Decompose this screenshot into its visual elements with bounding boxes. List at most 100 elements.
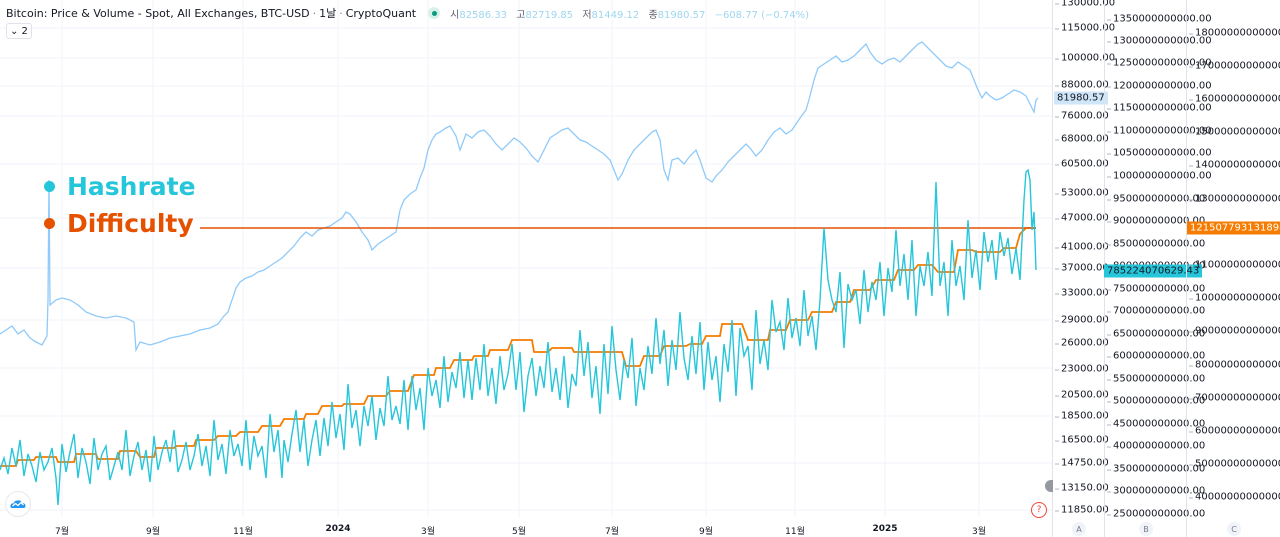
change-value: −608.77 (−0.74%) — [714, 9, 810, 21]
axis-tick: 41000.00 — [1055, 241, 1109, 253]
x-tick: 11월 — [233, 527, 253, 537]
axis-tick: 700000000000.00 — [1106, 305, 1206, 317]
axis-c-button[interactable]: C — [1227, 522, 1241, 536]
axis-tick: 130000000000000.00 — [1188, 194, 1280, 205]
price-last-value-badge: 81980.57 — [1054, 91, 1108, 105]
chart-source: CryptoQuant — [345, 6, 417, 20]
axis-tick: 40000000000000.00 — [1189, 492, 1280, 503]
axis-tick: 110000000000000.00 — [1188, 260, 1280, 271]
hashrate-dot-icon — [44, 181, 55, 192]
axis-tick: 170000000000000.00 — [1188, 61, 1280, 72]
high-value: 82719.85 — [525, 9, 574, 21]
axis-tick: 150000000000000.00 — [1188, 127, 1280, 138]
axis-tick: 60000000000000.00 — [1189, 426, 1280, 437]
low-label: 저 — [582, 9, 592, 21]
axis-tick: 450000000000.00 — [1106, 418, 1206, 430]
axis-tick: 600000000000.00 — [1106, 350, 1206, 362]
axis-tick: 350000000000.00 — [1106, 463, 1206, 475]
price-series — [0, 41, 1039, 353]
close-label: 종 — [648, 9, 658, 21]
legend-hashrate-label: Hashrate — [67, 172, 196, 201]
axis-tick: 29000.00 — [1055, 314, 1109, 326]
axis-tick: 850000000000.00 — [1106, 238, 1206, 250]
axis-tick: 20500.00 — [1055, 389, 1109, 401]
axis-tick: 950000000000.00 — [1106, 193, 1206, 205]
x-tick: 9월 — [145, 527, 161, 537]
x-tick: 7월 — [604, 527, 620, 537]
axis-tick: 13150.00 — [1055, 482, 1109, 494]
axis-tick: 900000000000.00 — [1106, 215, 1206, 227]
axis-tick: 115000.00 — [1054, 22, 1116, 34]
axis-tick: 16500.00 — [1055, 434, 1109, 446]
hashrate-series — [0, 168, 1037, 506]
chart-interval[interactable]: 1날 — [319, 7, 337, 20]
difficulty-series — [0, 227, 1036, 467]
market-status-icon — [428, 7, 441, 19]
x-tick: 5월 — [511, 527, 527, 537]
axis-tick: 100000000000000.00 — [1188, 293, 1280, 304]
axis-tick: 1300000000000.00 — [1107, 35, 1212, 47]
axis-tick: 88000.00 — [1055, 79, 1109, 91]
chart-header: Bitcoin: Price & Volume - Spot, All Exch… — [6, 5, 815, 21]
chart-title: Bitcoin: Price & Volume - Spot, All Exch… — [6, 6, 310, 20]
axis-tick: 68000.00 — [1055, 133, 1109, 145]
x-tick: 11월 — [785, 527, 805, 537]
legend-hashrate: Hashrate — [44, 172, 196, 201]
axis-b-button[interactable]: B — [1139, 522, 1153, 536]
axis-tick: 1100000000000.00 — [1107, 125, 1212, 137]
collapse-indicators-button[interactable]: ⌄ 2 — [6, 23, 32, 39]
axis-tick: 1250000000000.00 — [1107, 57, 1212, 69]
axis-tick: 23000.00 — [1055, 363, 1109, 375]
axis-tick: 50000000000000.00 — [1189, 459, 1280, 470]
axis-tick: 90000000000000.00 — [1189, 326, 1280, 337]
axis-tick: 70000000000000.00 — [1189, 393, 1280, 404]
x-tick: 2024 — [325, 524, 351, 534]
price-axis[interactable]: 130000.00 115000.00 100000.00 88000.00 7… — [1052, 0, 1115, 537]
help-icon[interactable]: ? — [1031, 502, 1047, 518]
x-tick: 9월 — [698, 527, 714, 537]
axis-tick: 1350000000000.00 — [1107, 13, 1212, 25]
close-value: 81980.57 — [657, 9, 706, 21]
difficulty-last-value-badge: 121507793131898.10 — [1187, 221, 1280, 235]
axis-tick: 47000.00 — [1055, 212, 1109, 224]
axis-tick: 80000000000000.00 — [1189, 360, 1280, 371]
open-label: 시 — [450, 9, 460, 21]
axis-tick: 300000000000.00 — [1106, 485, 1206, 497]
axis-tick: 53000.00 — [1055, 187, 1109, 199]
open-value: 82586.33 — [459, 9, 508, 21]
axis-tick: 750000000000.00 — [1106, 283, 1206, 295]
difficulty-dot-icon — [44, 218, 55, 229]
axis-tick: 76000.00 — [1055, 110, 1109, 122]
x-tick: 7월 — [54, 527, 70, 537]
axis-tick: 1150000000000.00 — [1107, 102, 1212, 114]
axis-tick: 1050000000000.00 — [1107, 147, 1212, 159]
axis-tick: 180000000000000.00 — [1188, 28, 1280, 39]
legend-difficulty: Difficulty — [44, 209, 194, 238]
axis-tick: 33000.00 — [1055, 287, 1109, 299]
difficulty-axis[interactable]: 180000000000000.00 170000000000000.00 16… — [1186, 0, 1280, 537]
cryptoquant-logo[interactable] — [5, 491, 31, 517]
high-label: 고 — [516, 9, 526, 21]
scale-drag-handle[interactable] — [1045, 480, 1053, 492]
axis-tick: 11850.00 — [1055, 504, 1109, 516]
axis-tick: 37000.00 — [1055, 262, 1109, 274]
axis-tick: 14750.00 — [1055, 457, 1109, 469]
axis-tick: 1200000000000.00 — [1107, 80, 1212, 92]
axis-tick: 650000000000.00 — [1106, 328, 1206, 340]
axis-tick: 550000000000.00 — [1106, 373, 1206, 385]
axis-tick: 130000.00 — [1054, 0, 1115, 9]
axis-tick: 100000.00 — [1054, 52, 1116, 64]
cloud-chart-icon — [10, 500, 26, 508]
chart-canvas[interactable] — [0, 0, 1052, 537]
axis-tick: 1000000000000.00 — [1107, 170, 1212, 182]
axis-a-button[interactable]: A — [1072, 522, 1086, 536]
low-value: 81449.12 — [591, 9, 640, 21]
axis-tick: 18500.00 — [1055, 410, 1109, 422]
legend-difficulty-label: Difficulty — [67, 209, 194, 238]
x-tick: 3월 — [420, 527, 436, 537]
axis-tick: 250000000000.00 — [1106, 508, 1206, 520]
x-tick: 2025 — [872, 524, 898, 534]
axis-tick: 160000000000000.00 — [1188, 94, 1280, 105]
x-tick: 3월 — [971, 527, 987, 537]
grid-lines — [0, 0, 1052, 517]
